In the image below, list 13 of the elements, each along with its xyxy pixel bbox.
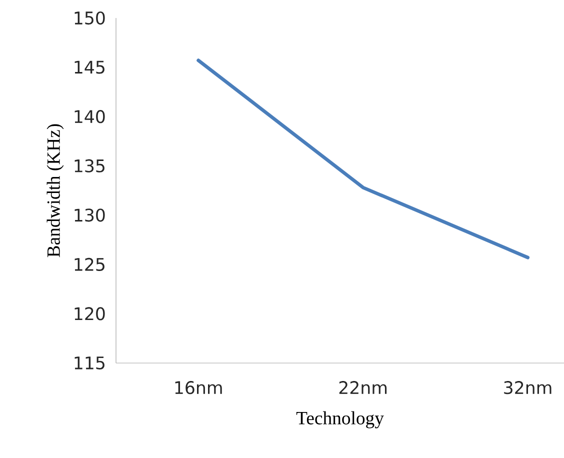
y-tick-label: 115 [74,356,104,370]
x-tick-label: 16nm [175,381,222,394]
y-tick-label: 145 [74,60,104,74]
y-axis-title: Bandwidth (KHz) [46,124,64,258]
x-tick-label: 32nm [504,381,552,394]
y-tick-label: 135 [74,159,104,172]
y-tick-label: 140 [74,110,105,124]
x-tick-label: 22nm [339,381,387,394]
x-axis-title: Technology [296,411,384,428]
y-tick-label: 120 [74,307,105,320]
y-tick-label: 125 [74,258,104,271]
y-tick-label: 130 [74,208,105,222]
y-tick-label: 150 [74,11,105,25]
